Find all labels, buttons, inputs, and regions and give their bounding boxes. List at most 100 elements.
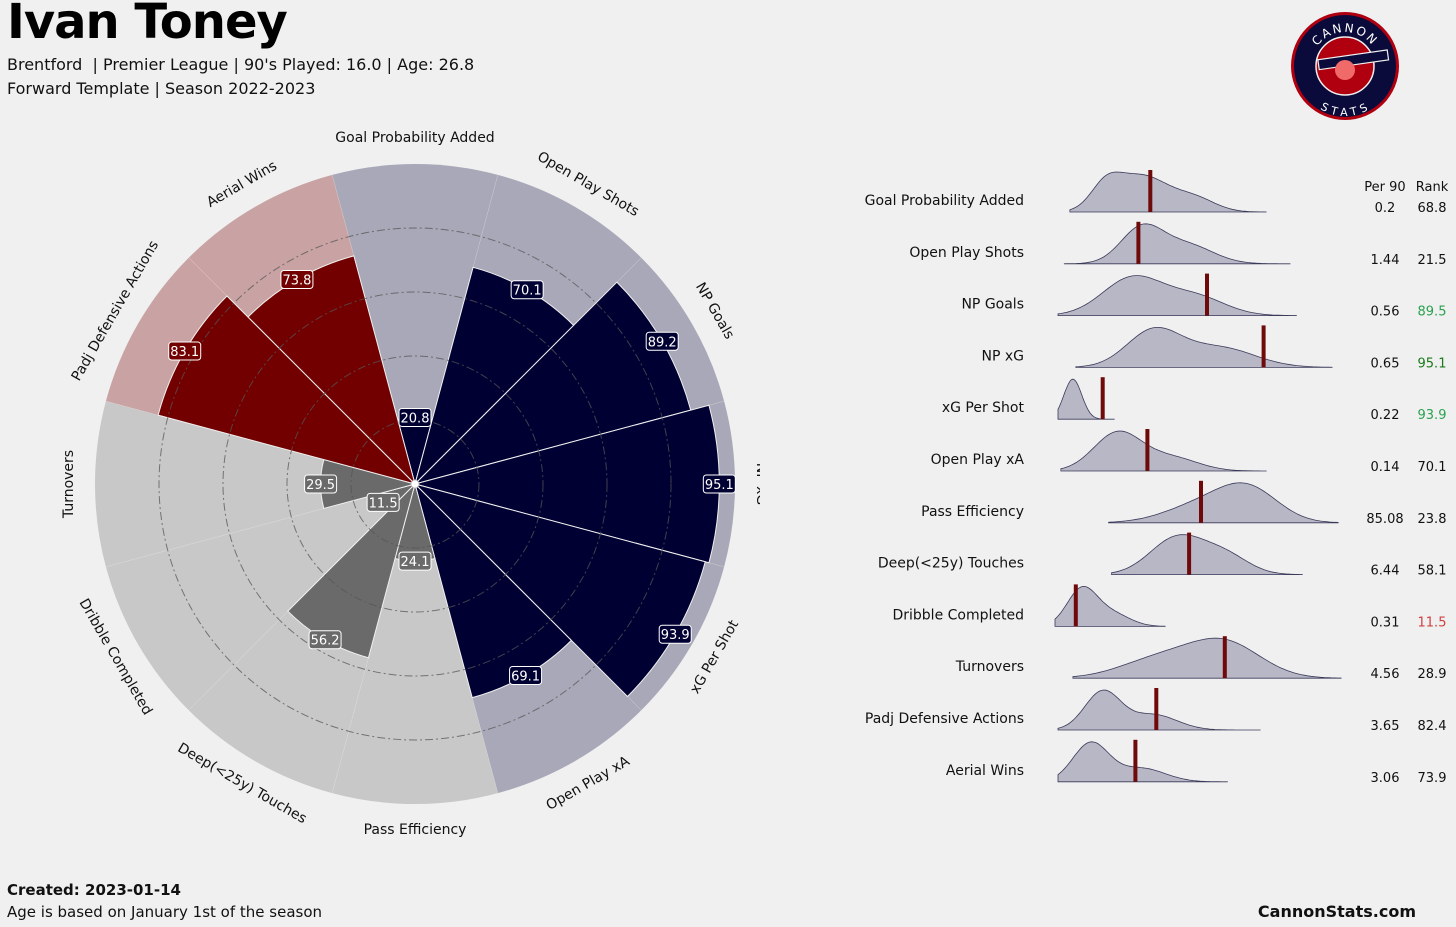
player-marker [1133,739,1138,782]
player-marker [1136,221,1141,264]
density-row-label: Pass Efficiency [921,504,1024,520]
rank-value: 95.1 [1418,356,1447,371]
density-curve [1072,637,1342,679]
center-dot [410,479,420,489]
per90-value: 3.65 [1371,719,1400,734]
rank-value: 93.9 [1418,408,1447,423]
density-row: Deep(<25y) Touches 6.44 58.1 [878,532,1446,579]
template-season-line: Forward Template | Season 2022-2023 [7,79,316,98]
density-curve [1060,430,1267,472]
svg-text:24.1: 24.1 [401,555,430,570]
density-row-label: Deep(<25y) Touches [878,556,1024,572]
svg-text:56.2: 56.2 [311,634,340,649]
player-marker [1148,170,1153,212]
density-row: Goal Probability Added 0.2 68.8 [865,170,1447,216]
svg-text:70.1: 70.1 [513,284,542,299]
metric-label: Pass Efficiency [364,822,467,838]
density-row: Turnovers 4.56 28.9 [955,636,1447,682]
density-curve [1057,741,1228,783]
value-label: 95.1 [702,474,736,494]
density-row-label: Goal Probability Added [865,193,1024,209]
density-row: NP xG 0.65 95.1 [982,325,1447,371]
density-row-label: Open Play Shots [909,245,1024,261]
per90-value: 0.31 [1371,615,1400,630]
svg-text:69.1: 69.1 [511,669,540,684]
value-label: 24.1 [398,551,432,571]
svg-text:89.2: 89.2 [648,335,677,350]
density-row-label: Padj Defensive Actions [865,711,1024,727]
density-curve [1108,482,1339,524]
player-marker [1199,480,1203,523]
logo-bottom-text: STATS [1319,100,1370,119]
rank-value: 11.5 [1418,615,1447,630]
density-row: Padj Defensive Actions 3.65 82.4 [865,688,1446,734]
value-label: 83.1 [168,341,202,361]
player-marker [1073,584,1078,627]
background-sector [332,484,498,805]
player-marker [1205,273,1209,316]
metric-label: Goal Probability Added [335,130,494,146]
value-label: 20.8 [398,407,432,427]
density-row: Aerial Wins 3.06 73.9 [946,739,1447,786]
density-curve [1111,534,1303,575]
svg-text:29.5: 29.5 [306,478,335,493]
rank-value: 28.9 [1418,667,1447,682]
per90-value: 3.06 [1371,771,1400,786]
density-row-label: Dribble Completed [892,607,1024,623]
density-curve [1054,585,1166,627]
rank-value: 21.5 [1418,253,1447,268]
svg-text:11.5: 11.5 [369,496,398,511]
value-label: 70.1 [510,280,544,300]
density-curve [1063,223,1291,265]
density-row: Dribble Completed 0.31 11.5 [892,584,1446,630]
value-label: 93.9 [658,624,692,644]
svg-text:83.1: 83.1 [170,345,199,360]
player-marker [1145,429,1150,471]
density-curve [1075,327,1333,368]
rank-value: 23.8 [1418,512,1447,527]
per90-value: 0.2 [1375,201,1396,216]
density-row-label: Open Play xA [931,452,1025,468]
svg-text:STATS: STATS [1319,100,1372,119]
density-row-label: xG Per Shot [942,400,1025,416]
per90-value: 0.14 [1371,460,1400,475]
cannonstats-logo: CANNON STATS [1291,12,1399,120]
density-row: xG Per Shot 0.22 93.9 [942,377,1447,423]
created-date: Created: 2023-01-14 [7,881,181,899]
rank-value: 73.9 [1418,771,1447,786]
per90-value: 0.56 [1371,305,1400,320]
player-name: Ivan Toney [7,0,288,50]
rank-value: 70.1 [1418,460,1447,475]
rank-value: 68.8 [1418,201,1447,216]
density-row-label: NP Goals [961,297,1024,313]
density-curve [1069,171,1267,213]
metric-label: NP xG [753,463,760,506]
density-row: Open Play xA 0.14 70.1 [931,429,1447,475]
player-info-line: Brentford | Premier League | 90's Played… [7,55,475,74]
svg-text:20.8: 20.8 [401,411,430,426]
per90-value: 4.56 [1371,667,1400,682]
grid-ring [158,227,672,741]
metric-label: Turnovers [61,450,77,519]
grid-ring [350,419,480,549]
brand-link[interactable]: CannonStats.com [1257,902,1416,921]
per90-value: 0.22 [1371,408,1400,423]
value-label: 11.5 [366,492,400,512]
distribution-density-panel: Per 90 Rank Goal Probability Added 0.2 68.8 O… [865,170,1449,786]
value-label: 73.8 [280,269,314,289]
player-marker [1154,688,1159,730]
player-marker [1222,636,1227,679]
age-note: Age is based on January 1st of the seaso… [7,903,323,921]
density-curve [1057,275,1297,316]
grid-ring [222,291,608,677]
density-row-label: Turnovers [955,659,1024,675]
per90-value: 0.65 [1371,356,1400,371]
player-marker [1100,377,1105,420]
per90-value: 1.44 [1371,253,1400,268]
value-label: 56.2 [308,630,342,650]
density-row: Open Play Shots 1.44 21.5 [909,221,1447,268]
svg-text:73.8: 73.8 [282,273,311,288]
value-label: 29.5 [304,474,338,494]
density-row: Pass Efficiency 85.08 23.8 [921,480,1447,527]
background-sector [332,163,498,484]
